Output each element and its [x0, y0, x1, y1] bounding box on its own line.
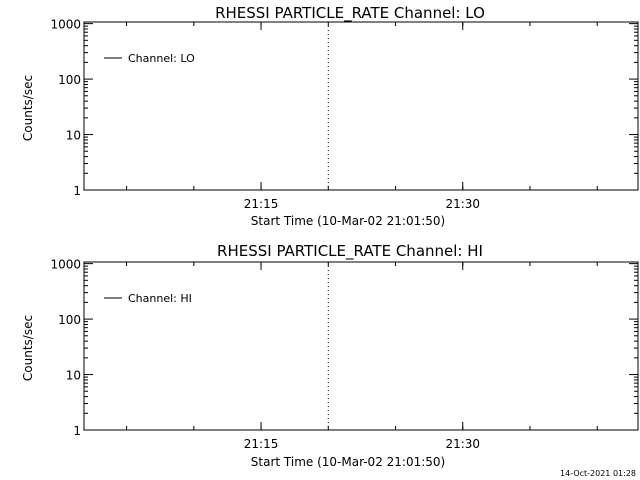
plot-frame — [83, 261, 639, 431]
x-tick-label: 21:15 — [244, 197, 279, 211]
panel-hi: RHESSI PARTICLE_RATE Channel: HI Start T… — [21, 242, 639, 469]
x-tick-label: 21:15 — [244, 437, 279, 451]
y-tick-label: 10 — [66, 129, 81, 143]
y-tick-label: 1 — [73, 184, 81, 198]
x-tick-label: 21:30 — [445, 437, 480, 451]
chart-title: RHESSI PARTICLE_RATE Channel: HI — [217, 242, 483, 261]
y-tick-label: 10 — [66, 369, 81, 383]
y-tick-label: 1000 — [50, 18, 81, 32]
legend-label: Channel: LO — [128, 52, 195, 65]
x-tick-label: 21:30 — [445, 197, 480, 211]
panel-lo: RHESSI PARTICLE_RATE Channel: LO Start T… — [21, 4, 639, 228]
timestamp: 14-Oct-2021 01:28 — [560, 469, 636, 478]
plot-area: 110100100021:1521:3021:4522:0022:1522:30… — [50, 18, 639, 211]
y-axis-label: Counts/sec — [21, 75, 35, 141]
y-tick-label: 1000 — [50, 258, 81, 272]
y-tick-label: 100 — [58, 73, 81, 87]
legend-label: Channel: HI — [128, 292, 192, 305]
x-axis-label: Start Time (10-Mar-02 21:01:50) — [251, 455, 445, 469]
y-tick-label: 100 — [58, 313, 81, 327]
x-axis-label: Start Time (10-Mar-02 21:01:50) — [251, 214, 445, 228]
y-tick-label: 1 — [73, 424, 81, 438]
plot-frame — [83, 21, 639, 191]
chart-title: RHESSI PARTICLE_RATE Channel: LO — [215, 4, 485, 23]
y-axis-label: Counts/sec — [21, 315, 35, 381]
plot-area: 110100100021:1521:3021:4522:0022:1522:30… — [50, 258, 639, 451]
